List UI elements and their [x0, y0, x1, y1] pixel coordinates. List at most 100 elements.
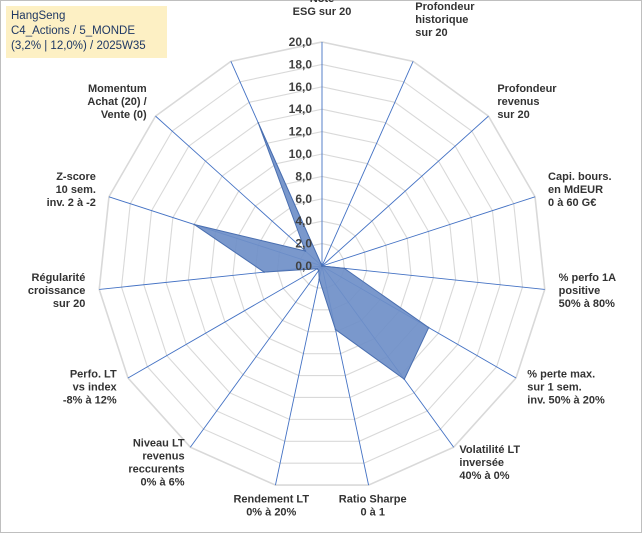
axis-label-line: reccurents — [128, 463, 184, 475]
grid-ring — [232, 175, 412, 355]
axis-label: Rendement LT 0% à 20% — [233, 494, 309, 519]
axis-label: Z-score 10 sem. inv. 2 à -2 — [47, 171, 96, 209]
axis-label-line: Niveau LT — [133, 437, 185, 449]
data-point — [427, 326, 430, 329]
data-point — [263, 271, 265, 273]
data-point — [334, 328, 337, 331]
grid-ring — [254, 198, 390, 333]
axis-label-line: sur 20 — [497, 109, 529, 121]
header-line-1: HangSeng — [11, 10, 66, 22]
axis-label-line: sur 20 — [53, 298, 85, 310]
radar-spoke — [321, 115, 489, 267]
axis-label-line: 0 à 1 — [360, 507, 384, 519]
radar-series — [193, 121, 430, 381]
axis-label: NoteESG sur 20 — [293, 0, 352, 18]
axis-label: Volatilité LT inversée 40% à 0% — [459, 444, 520, 482]
tick-label: 16,0 — [289, 80, 313, 94]
grid-ring — [276, 220, 368, 311]
axis-label-line: Perfo. LT — [70, 369, 117, 381]
tick-label: 10,0 — [289, 147, 313, 161]
radar-spoke — [155, 115, 323, 267]
radar-spoke — [189, 265, 323, 448]
series-area — [193, 122, 430, 381]
axis-label-line: revenus — [142, 450, 184, 462]
data-point — [317, 269, 320, 272]
axis-label-line: Note — [310, 0, 334, 5]
grid-ring — [143, 86, 501, 442]
radial-tick-labels: 0,0 2,0 4,0 6,0 8,0 10,0 12,0 14,0 16,0 18,0 20,0 — [289, 35, 313, 273]
axis-label-line: inv. 2 à -2 — [47, 197, 96, 209]
tick-label: 4,0 — [295, 214, 312, 228]
axis-label-line: positive — [559, 285, 601, 297]
data-point — [403, 378, 406, 381]
axis-label: % perte max. sur 1 sem. inv. 50% à 20% — [527, 369, 605, 407]
axis-label-line: 0% à 20% — [246, 507, 296, 519]
tick-label: 8,0 — [295, 169, 312, 183]
axis-label-line: Volatilité LT — [459, 444, 520, 456]
grid-ring — [98, 41, 546, 486]
tick-label: 20,0 — [289, 35, 313, 49]
axis-label-line: historique — [415, 14, 468, 26]
axis-label-line: Momentum — [88, 83, 147, 95]
axis-label: Niveau LT revenus reccurents 0% à 6% — [128, 437, 185, 488]
axis-label: Capi. bours. en MdEUR 0 à 60 G€ — [548, 171, 612, 209]
axis-label-line: Ratio Sharpe — [339, 494, 407, 506]
axis-label: Momentum Achat (20) / Vente (0) — [87, 83, 147, 121]
axis-label-line: ESG sur 20 — [293, 6, 352, 18]
axis-label-line: % perte max. — [527, 369, 595, 381]
data-point — [321, 265, 323, 267]
tick-label: 12,0 — [289, 125, 313, 139]
axis-label-line: Capi. bours. — [548, 171, 612, 183]
grid-ring — [120, 63, 524, 464]
data-point — [304, 250, 307, 252]
tick-label: 14,0 — [289, 102, 313, 116]
radar-spoke — [127, 265, 323, 379]
header-line-3: (3,2% | 12,0%) / 2025W35 — [11, 40, 146, 52]
axis-label-line: Profondeur — [497, 83, 557, 95]
tick-label: 18,0 — [289, 57, 313, 71]
radar-spoke — [321, 196, 536, 267]
axis-label-line: sur 1 sem. — [527, 382, 581, 394]
axis-label-line: 0% à 6% — [141, 476, 185, 488]
axis-label-line: Régularité — [32, 272, 86, 284]
axis-label: Ratio Sharpe 0 à 1 — [339, 494, 407, 519]
data-point — [316, 268, 318, 270]
axis-label-line: sur 20 — [415, 27, 447, 39]
tick-label: 2,0 — [295, 237, 312, 251]
tick-label: 0,0 — [295, 259, 312, 273]
axis-label-line: inversée — [459, 457, 504, 469]
radar-spoke — [321, 61, 414, 267]
radar-grid — [98, 41, 546, 486]
data-point — [318, 278, 321, 280]
data-point — [257, 121, 260, 124]
axis-label-line: 10 sem. — [56, 184, 96, 196]
axis-label-line: Rendement LT — [233, 494, 309, 506]
axis-label-line: Z-score — [56, 171, 96, 183]
axis-label-line: % perfo 1A — [559, 272, 617, 284]
data-point — [193, 223, 195, 226]
radar-spoke — [274, 265, 323, 486]
axis-label: % perfo 1A positive 50% à 80% — [559, 272, 617, 310]
axis-label: Régularité croissance sur 20 — [28, 272, 85, 310]
axis-label-line: -8% à 12% — [63, 395, 117, 407]
axis-label-line: revenus — [497, 96, 539, 108]
axis-label-line: Profondeur — [415, 1, 475, 13]
grid-ring — [210, 153, 434, 377]
header-line-2: C4_Actions / 5_MONDE — [11, 25, 135, 37]
radar-spoke — [321, 265, 545, 290]
axis-label-line: vs index — [73, 382, 118, 394]
chart-header-box: HangSeng C4_Actions / 5_MONDE (3,2% | 12… — [6, 6, 167, 58]
data-point — [343, 267, 346, 270]
axis-label: Profondeur historique sur 20 — [415, 1, 475, 39]
axis-label: Perfo. LT vs index -8% à 12% — [63, 369, 118, 407]
grid-ring — [165, 108, 479, 420]
axis-label-line: 40% à 0% — [459, 470, 509, 482]
axis-label-line: 50% à 80% — [559, 298, 615, 310]
axis-label-line: 0 à 60 G€ — [548, 197, 596, 209]
axis-label-line: Achat (20) / — [87, 96, 146, 108]
axis-label-line: inv. 50% à 20% — [527, 395, 605, 407]
axis-label-line: Vente (0) — [101, 109, 147, 121]
grid-ring — [187, 131, 457, 399]
